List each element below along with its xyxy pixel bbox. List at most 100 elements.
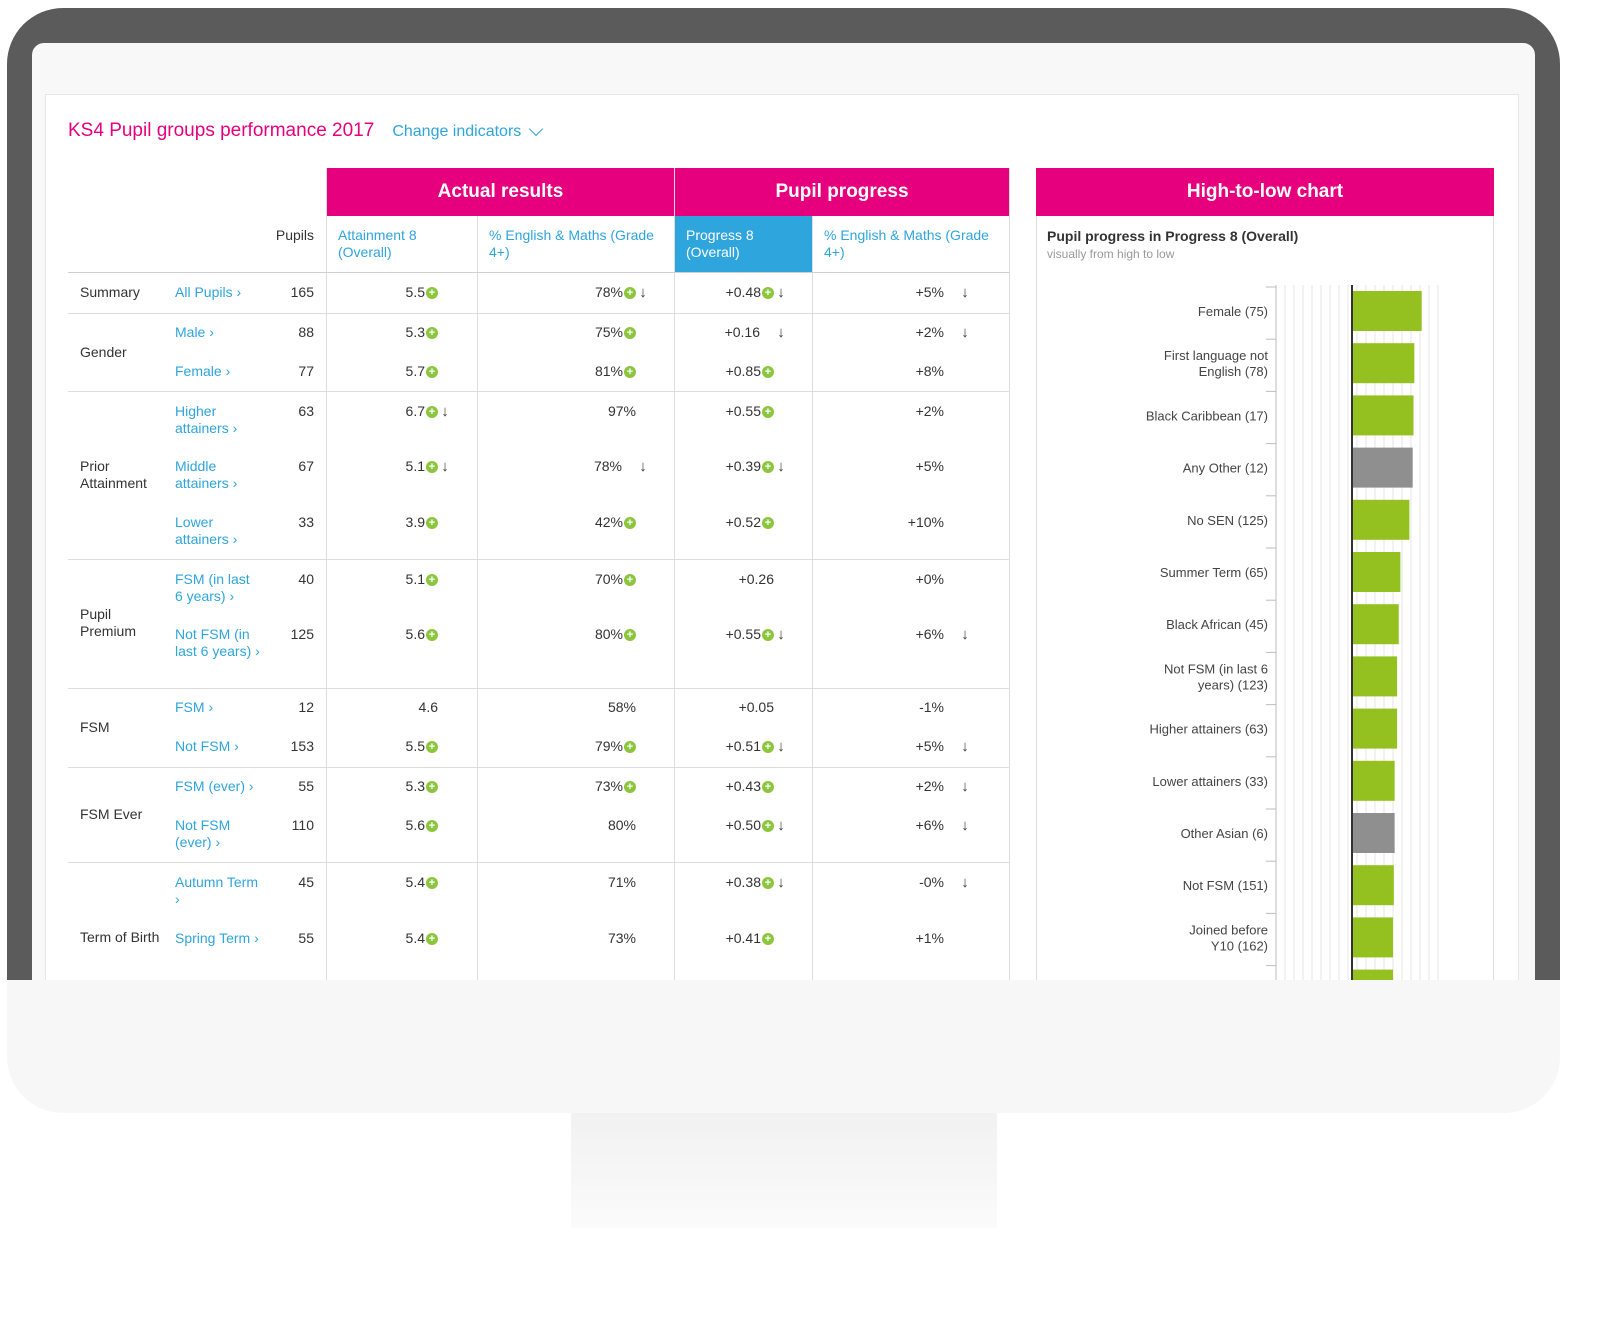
pupil-group-link[interactable]: FSM (ever) ›	[175, 778, 254, 794]
attainment8-cell-value: 5.6	[405, 626, 425, 642]
plus-circle-icon: +	[426, 741, 438, 753]
attainment8-cell: 5.5 +	[346, 738, 452, 755]
pupils-count: 55	[298, 930, 314, 946]
pupil-group-link[interactable]: Not FSM ›	[175, 738, 239, 754]
pupils-count: 125	[290, 626, 314, 642]
pupils-count: 40	[298, 571, 314, 587]
em-progress-cell-value: +1%	[915, 930, 944, 946]
em-actual-cell: 78% ↓	[496, 458, 650, 475]
pupils-count: 55	[298, 778, 314, 794]
attainment8-cell-value: 3.9	[405, 514, 425, 530]
arrow-down-icon: ↓	[961, 626, 969, 643]
change-indicators-label: Change indicators	[392, 123, 522, 140]
attainment8-cell: 5.4 +	[346, 930, 452, 947]
em-actual-cell-value: 75%	[594, 324, 623, 340]
plus-circle-icon: +	[762, 781, 774, 793]
attainment8-cell: 5.6 +	[346, 817, 452, 834]
chart-panel	[1036, 168, 1494, 980]
progress8-cell-value: +0.05	[738, 699, 774, 715]
em-progress-cell: +2% ↓	[846, 778, 972, 795]
pupil-group-link[interactable]: Higher attainers ›	[175, 403, 238, 436]
progress8-column-header[interactable]: Progress 8 (Overall)	[675, 216, 812, 272]
attainment8-cell: 5.7 +	[346, 363, 452, 380]
plus-circle-icon: +	[624, 517, 636, 529]
attainment8-cell-value: 5.1	[405, 571, 425, 587]
pupil-group-link[interactable]: Middle attainers ›	[175, 458, 238, 491]
chart-category-label: Black Caribbean (17)	[1146, 408, 1268, 423]
em-actual-cell: 58%	[496, 699, 650, 716]
em-actual-cell: 71%	[496, 874, 650, 891]
progress8-cell: +0.43 +	[686, 778, 788, 795]
em-progress-cell-value: +10%	[907, 514, 944, 530]
em-actual-cell-value: 71%	[607, 874, 636, 890]
em-progress-cell: +2%	[846, 403, 972, 420]
pupil-group-link[interactable]: Autumn Term ›	[175, 874, 258, 907]
chart-bar	[1352, 865, 1394, 906]
pupil-group-link[interactable]: Not FSM (ever) ›	[175, 817, 231, 850]
attainment8-cell: 5.3 +	[346, 324, 452, 341]
arrow-down-icon: ↓	[777, 874, 785, 891]
pupil-group-link[interactable]: Female ›	[175, 363, 231, 379]
chart-category-label: Any Other (12)	[1183, 461, 1268, 476]
arrow-down-icon: ↓	[961, 778, 969, 795]
page-title: KS4 Pupil groups performance 2017	[68, 120, 375, 141]
divider	[674, 168, 675, 980]
progress8-cell: +0.48 + ↓	[686, 284, 788, 301]
progress8-cell-value: +0.48	[725, 284, 761, 300]
chart-subtitle: visually from high to low	[1047, 247, 1175, 261]
progress8-cell-value: +0.55	[725, 403, 761, 419]
chart-label-line: Y10 (162)	[1211, 938, 1268, 953]
plus-circle-icon: +	[762, 461, 774, 473]
em-actual-cell: 73%	[496, 930, 650, 947]
em-progress-cell: +0%	[846, 571, 972, 588]
divider	[1009, 168, 1010, 980]
pupil-group-link[interactable]: FSM ›	[175, 699, 214, 715]
pupil-group-link[interactable]: Spring Term ›	[175, 930, 259, 946]
em-progress-cell-value: +5%	[915, 284, 944, 300]
pupil-group-link[interactable]: All Pupils ›	[175, 284, 242, 300]
plus-circle-icon: +	[624, 629, 636, 641]
pupil-group-link[interactable]: Male ›	[175, 324, 214, 340]
attainment8-column-header[interactable]: Attainment 8 (Overall)	[338, 227, 417, 260]
progress8-cell: +0.16 ↓	[686, 324, 788, 341]
plus-circle-icon: +	[426, 517, 438, 529]
em-actual-cell: 81% +	[496, 363, 650, 380]
attainment8-cell-value: 5.3	[405, 324, 425, 340]
group-label-summary: Summary	[80, 284, 140, 300]
group-label-prior-attainment: Prior Attainment	[80, 458, 147, 491]
plus-circle-icon: +	[762, 820, 774, 832]
em-actual-column-header[interactable]: % English & Maths (Grade 4+)	[489, 227, 654, 260]
pupil-group-link[interactable]: Not FSM (in last 6 years) ›	[175, 626, 260, 659]
pupil-group-link[interactable]: Lower attainers ›	[175, 514, 238, 547]
pupils-count: 45	[298, 874, 314, 890]
attainment8-cell-value: 5.5	[405, 738, 425, 754]
plus-circle-icon: +	[624, 366, 636, 378]
chart-bar	[1352, 604, 1399, 645]
em-actual-cell: 70% +	[496, 571, 650, 588]
attainment8-cell-value: 6.7	[405, 403, 425, 419]
divider	[326, 168, 327, 980]
attainment8-cell: 5.3 +	[346, 778, 452, 795]
pupil-group-link[interactable]: FSM (in last 6 years) ›	[175, 571, 250, 604]
chart-category-label: Lower attainers (33)	[1152, 774, 1268, 789]
plus-circle-icon: +	[426, 820, 438, 832]
change-indicators-button[interactable]: Change indicators	[392, 121, 544, 141]
pupils-count: 12	[298, 699, 314, 715]
chart-category-label: Black African (45)	[1166, 617, 1268, 632]
chart-bar	[1352, 708, 1398, 749]
chart-label-line: Not FSM (in last 6	[1164, 661, 1268, 676]
group-label-gender: Gender	[80, 344, 127, 360]
attainment8-cell: 5.5 +	[346, 284, 452, 301]
em-progress-cell-value: -1%	[919, 699, 944, 715]
em-progress-column-header[interactable]: % English & Maths (Grade 4+)	[824, 227, 989, 260]
plus-circle-icon: +	[426, 327, 438, 339]
chart-bar	[1352, 813, 1395, 853]
arrow-down-icon: ↓	[961, 874, 969, 891]
chart-category-label: Not FSM (in last 6 years) (123)	[1164, 661, 1268, 692]
progress8-cell-value: +0.38	[725, 874, 761, 890]
plus-circle-icon: +	[426, 781, 438, 793]
plus-circle-icon: +	[762, 287, 774, 299]
progress8-cell-value: +0.16	[724, 324, 760, 340]
em-actual-cell: 80%	[496, 817, 650, 834]
chart-bar	[1352, 499, 1410, 540]
